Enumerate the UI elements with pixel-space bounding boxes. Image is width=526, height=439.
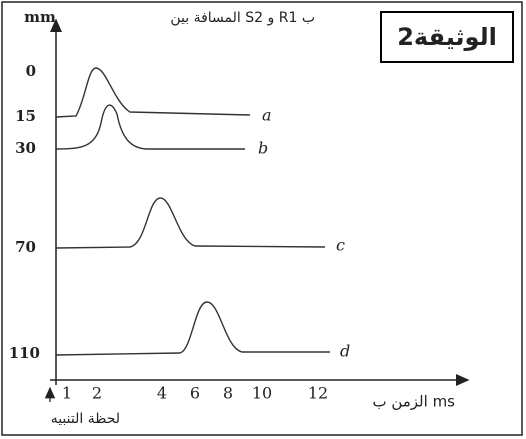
x-axis-label: الزمن ب ms <box>372 393 455 411</box>
curve <box>55 67 251 118</box>
x-tick-label: 4 <box>157 384 167 403</box>
y-tick-label: 15 <box>15 107 36 125</box>
curve-label: a <box>262 106 272 125</box>
x-tick-label: 2 <box>92 384 102 403</box>
curve <box>55 197 326 249</box>
curve-label: c <box>336 236 345 255</box>
curve-label: b <box>258 139 268 158</box>
y-unit: mm <box>24 8 56 26</box>
x-tick-label: 6 <box>190 384 200 403</box>
stimulus-label: لحظة التنبيه <box>51 411 120 427</box>
y-tick-label: 110 <box>9 344 40 362</box>
x-tick-label: 10 <box>252 384 272 403</box>
y-tick-label: 30 <box>15 139 36 157</box>
x-tick-label: 1 <box>62 384 72 403</box>
x-tick-label: 12 <box>308 384 328 403</box>
y-tick-label: 0 <box>26 62 36 80</box>
title: الوثيقة2 <box>397 23 497 51</box>
title-box <box>380 11 514 63</box>
y-axis-label: المسافة بين S2 و R1 ب <box>170 10 315 26</box>
curve-label: d <box>340 342 350 361</box>
curve <box>55 104 245 150</box>
curve <box>55 301 330 356</box>
x-tick-label: 8 <box>223 384 233 403</box>
y-tick-label: 70 <box>15 238 36 256</box>
